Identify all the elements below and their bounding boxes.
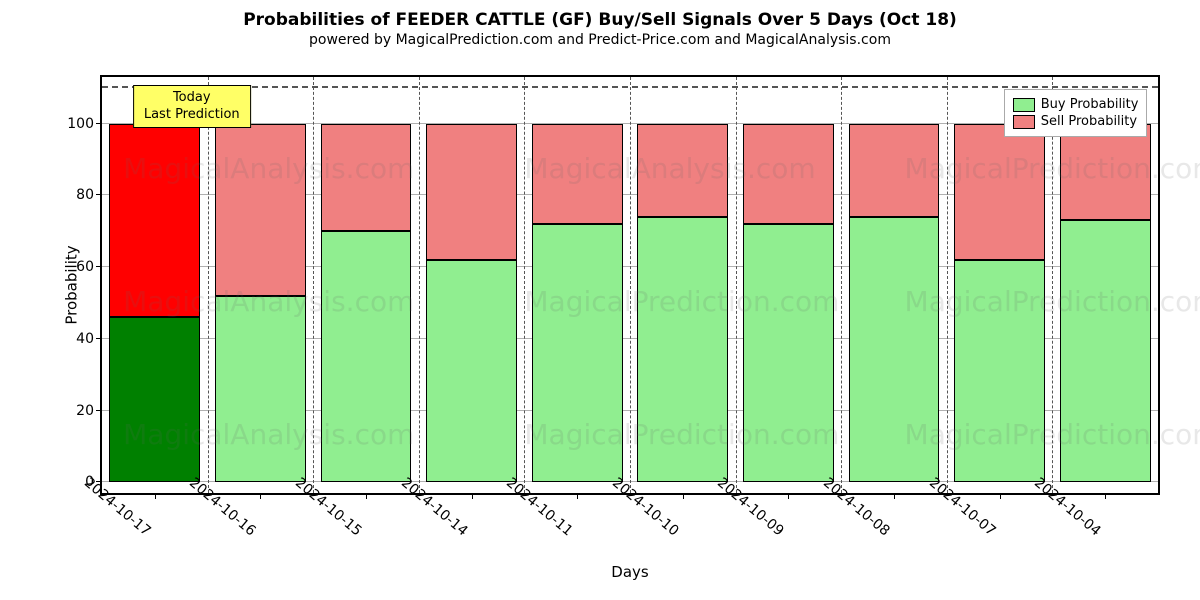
legend-item-buy: Buy Probability xyxy=(1013,97,1139,112)
legend-label-buy: Buy Probability xyxy=(1041,97,1139,112)
y-axis-label: Probability xyxy=(63,245,81,324)
gridline-v xyxy=(736,77,737,493)
bar-buy xyxy=(637,217,728,482)
bar-sell xyxy=(637,124,728,217)
legend-swatch-buy xyxy=(1013,98,1035,112)
y-tick-label: 60 xyxy=(76,259,102,275)
bar-group xyxy=(109,124,200,483)
y-tick-mark xyxy=(96,338,102,339)
bar-buy xyxy=(426,260,517,482)
annotation-line-1: Today xyxy=(144,90,240,106)
bar-sell xyxy=(532,124,623,224)
reference-line xyxy=(102,86,1158,88)
plot-area-wrap: Probability Days Buy Probability Sell Pr… xyxy=(100,75,1160,495)
annotation-line-2: Last Prediction xyxy=(144,107,240,123)
x-tick-label: 2024-10-08 xyxy=(820,475,893,540)
x-tick-mark xyxy=(260,493,261,499)
gridline-v xyxy=(630,77,631,493)
y-tick-mark xyxy=(96,123,102,124)
chart-subtitle: powered by MagicalPrediction.com and Pre… xyxy=(30,32,1170,48)
bar-group xyxy=(954,124,1045,483)
gridline-v xyxy=(313,77,314,493)
bar-sell xyxy=(954,124,1045,260)
bar-buy xyxy=(1060,220,1151,482)
x-tick-label: 2024-10-04 xyxy=(1031,475,1104,540)
bar-buy xyxy=(532,224,623,482)
bar-group xyxy=(637,124,728,483)
gridline-v xyxy=(1052,77,1053,493)
bar-group xyxy=(532,124,623,483)
bar-sell xyxy=(1060,124,1151,221)
x-tick-label: 2024-10-11 xyxy=(503,475,576,540)
x-tick-label: 2024-10-14 xyxy=(398,475,471,540)
gridline-v xyxy=(841,77,842,493)
bar-sell xyxy=(426,124,517,260)
x-tick-mark xyxy=(1000,493,1001,499)
y-tick-mark xyxy=(96,410,102,411)
bar-sell xyxy=(109,124,200,318)
bar-group xyxy=(426,124,517,483)
legend-item-sell: Sell Probability xyxy=(1013,114,1139,129)
bar-sell xyxy=(849,124,940,217)
gridline-v xyxy=(947,77,948,493)
bar-sell xyxy=(215,124,306,296)
gridline-v xyxy=(524,77,525,493)
watermark: MagicalPrediction.com xyxy=(905,152,1200,185)
y-tick-mark xyxy=(96,266,102,267)
chart-title: Probabilities of FEEDER CATTLE (GF) Buy/… xyxy=(30,10,1170,30)
plot-area: Probability Days Buy Probability Sell Pr… xyxy=(100,75,1160,495)
bar-buy xyxy=(321,231,412,482)
gridline-v xyxy=(208,77,209,493)
x-tick-mark xyxy=(894,493,895,499)
watermark: MagicalPrediction.com xyxy=(905,285,1200,318)
bar-group xyxy=(1060,124,1151,483)
bar-group xyxy=(215,124,306,483)
x-tick-mark xyxy=(683,493,684,499)
y-tick-label: 20 xyxy=(76,403,102,419)
figure: Probabilities of FEEDER CATTLE (GF) Buy/… xyxy=(0,0,1200,600)
y-tick-label: 40 xyxy=(76,331,102,347)
bar-group xyxy=(849,124,940,483)
watermark: MagicalPrediction.com xyxy=(905,418,1200,451)
x-tick-label: 2024-10-10 xyxy=(609,475,682,540)
bar-buy xyxy=(743,224,834,482)
bar-buy xyxy=(954,260,1045,482)
x-tick-mark xyxy=(155,493,156,499)
legend: Buy Probability Sell Probability xyxy=(1004,89,1148,137)
bar-buy xyxy=(849,217,940,482)
bar-sell xyxy=(743,124,834,224)
today-annotation: Today Last Prediction xyxy=(133,85,251,128)
bar-sell xyxy=(321,124,412,232)
gridline-v xyxy=(419,77,420,493)
legend-swatch-sell xyxy=(1013,115,1035,129)
x-tick-mark xyxy=(1105,493,1106,499)
bar-group xyxy=(743,124,834,483)
y-tick-mark xyxy=(96,194,102,195)
x-axis-label: Days xyxy=(611,563,648,581)
x-tick-label: 2024-10-17 xyxy=(81,475,154,540)
y-tick-label: 80 xyxy=(76,187,102,203)
x-tick-mark xyxy=(788,493,789,499)
x-tick-mark xyxy=(472,493,473,499)
x-tick-label: 2024-10-07 xyxy=(926,475,999,540)
bar-buy xyxy=(109,317,200,482)
x-tick-label: 2024-10-16 xyxy=(186,475,259,540)
x-tick-label: 2024-10-09 xyxy=(714,475,787,540)
bar-group xyxy=(321,124,412,483)
y-tick-label: 100 xyxy=(67,116,102,132)
x-tick-label: 2024-10-15 xyxy=(292,475,365,540)
x-tick-mark xyxy=(577,493,578,499)
x-tick-mark xyxy=(366,493,367,499)
legend-label-sell: Sell Probability xyxy=(1041,114,1137,129)
bar-buy xyxy=(215,296,306,482)
